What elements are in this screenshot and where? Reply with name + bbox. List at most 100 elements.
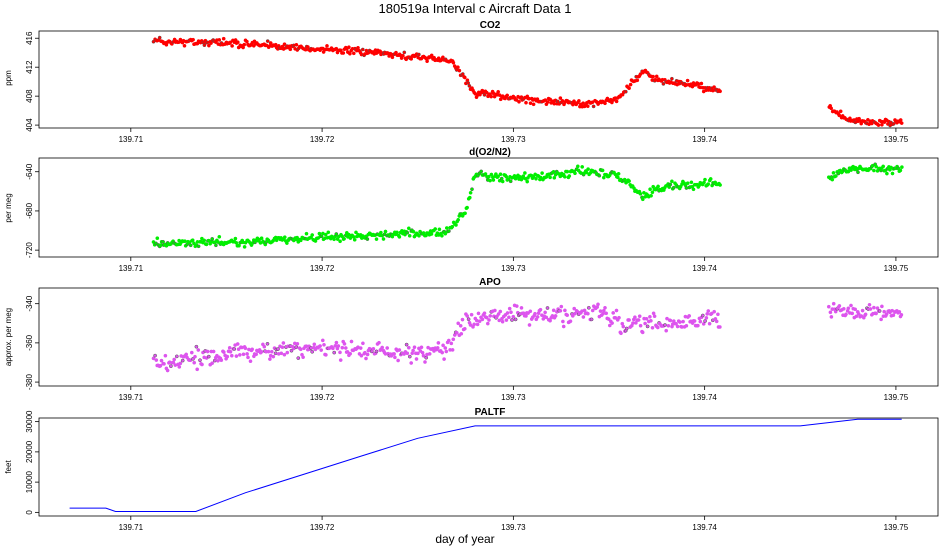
data-point (443, 346, 448, 350)
x-tick-label: 139.74 (692, 135, 717, 144)
data-point (575, 164, 580, 169)
data-point (417, 52, 421, 57)
data-points (151, 35, 904, 128)
data-point (519, 306, 524, 310)
data-point (545, 306, 550, 310)
data-point (859, 314, 864, 318)
data-point (510, 318, 514, 322)
x-tick-label: 139.71 (119, 523, 144, 532)
data-point (567, 174, 572, 178)
data-point (169, 364, 173, 369)
data-point (458, 323, 463, 328)
data-point (345, 350, 350, 354)
data-point (202, 238, 207, 243)
data-point (245, 352, 249, 356)
x-tick-label: 139.71 (119, 264, 144, 273)
data-point (279, 351, 284, 356)
data-point (703, 319, 707, 323)
x-tick-label: 139.75 (884, 264, 909, 273)
data-point (298, 347, 303, 352)
data-point (712, 309, 717, 314)
data-point (423, 360, 427, 364)
data-point (627, 318, 631, 322)
data-point (436, 341, 441, 345)
data-point (882, 309, 887, 314)
data-point (500, 179, 505, 184)
data-point (450, 348, 455, 352)
y-axis: 0 10000 20000 30000 (25, 410, 39, 515)
data-point (700, 313, 705, 318)
data-point (396, 358, 400, 363)
data-point (830, 177, 835, 182)
data-point (879, 317, 883, 322)
data-point (504, 318, 509, 322)
data-point (671, 185, 676, 190)
data-point (849, 303, 853, 308)
data-point (670, 76, 674, 81)
data-points (151, 162, 904, 249)
data-point (172, 357, 177, 362)
data-point (606, 317, 611, 321)
data-point (180, 358, 185, 363)
data-point (628, 82, 633, 87)
data-point (433, 227, 438, 231)
data-point (342, 342, 347, 346)
data-point (614, 99, 619, 104)
data-point (151, 356, 156, 361)
data-point (190, 238, 195, 243)
data-point (638, 323, 643, 328)
data-point (834, 174, 838, 178)
data-point (363, 350, 367, 355)
data-point (698, 319, 703, 324)
data-point (424, 355, 429, 360)
data-point (837, 304, 842, 308)
data-point (177, 365, 182, 369)
data-point (488, 178, 492, 183)
data-point (404, 342, 409, 347)
data-point (369, 349, 374, 354)
data-point (319, 348, 324, 352)
data-point (551, 308, 556, 313)
data-point (425, 59, 429, 64)
data-point (565, 313, 570, 318)
panel-title: APO (479, 277, 501, 288)
data-point (597, 173, 602, 178)
data-point (601, 311, 605, 316)
panel-title: PALTF (475, 407, 506, 418)
data-point (242, 245, 247, 249)
data-point (600, 168, 605, 173)
data-point (403, 232, 407, 237)
x-tick-label: 139.75 (884, 135, 909, 144)
data-point (440, 233, 444, 238)
data-point (248, 359, 253, 364)
y-tick-label: -380 (25, 374, 34, 391)
data-point (622, 177, 627, 182)
data-point (232, 347, 237, 351)
data-point (289, 348, 294, 353)
data-point (485, 321, 490, 326)
x-axis-label: day of year (435, 532, 494, 546)
data-point (668, 318, 673, 323)
data-point (268, 357, 272, 361)
x-axis: 139.71 139.72 139.73 139.74 139.75 (119, 128, 909, 144)
data-point (655, 325, 660, 330)
x-tick-label: 139.73 (501, 264, 526, 273)
data-point (898, 168, 903, 173)
data-point (538, 307, 543, 312)
data-point (718, 325, 722, 329)
data-point (699, 81, 704, 86)
data-point (484, 315, 489, 320)
data-point (696, 323, 700, 328)
data-point (331, 346, 335, 351)
data-point (235, 40, 240, 45)
data-point (233, 236, 238, 241)
data-point (497, 318, 502, 323)
data-point (196, 244, 201, 249)
data-point (640, 197, 645, 202)
data-point (856, 170, 860, 175)
data-point (322, 342, 326, 347)
data-point (225, 354, 230, 359)
data-point (573, 171, 577, 176)
data-point (496, 89, 501, 94)
